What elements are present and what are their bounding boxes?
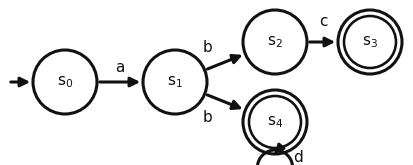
Text: b: b [203, 40, 212, 55]
Text: a: a [115, 61, 124, 76]
Text: d: d [292, 149, 302, 165]
Text: b: b [203, 111, 212, 126]
Text: s$_{2}$: s$_{2}$ [266, 34, 282, 50]
Text: s$_{0}$: s$_{0}$ [57, 74, 73, 90]
Text: s$_{1}$: s$_{1}$ [167, 74, 183, 90]
Text: s$_{4}$: s$_{4}$ [266, 114, 282, 130]
Text: s$_{3}$: s$_{3}$ [361, 34, 377, 50]
Text: c: c [318, 15, 326, 30]
